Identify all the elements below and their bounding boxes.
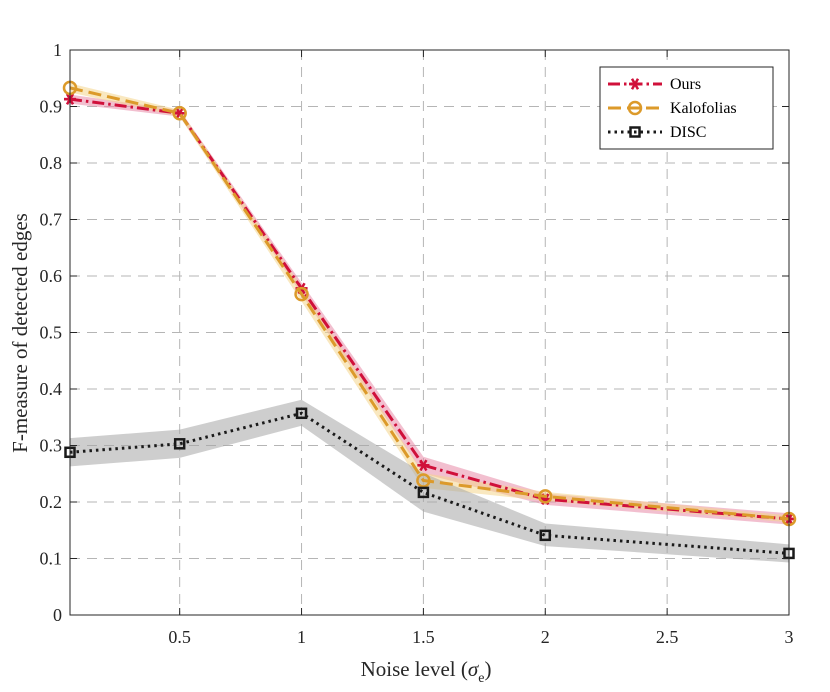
x-tick-label: 0.5 (168, 627, 191, 647)
x-tick-label: 2.5 (656, 627, 679, 647)
legend-marker-disc (629, 126, 641, 138)
y-tick-label: 0.2 (40, 492, 63, 512)
series-line-disc (69, 411, 790, 555)
y-tick-label: 0 (53, 605, 62, 625)
data-point-kalofolias (416, 473, 431, 488)
x-axis-label-text: Noise level ( (361, 657, 468, 681)
legend-item-kalofolias: Kalofolias (608, 100, 737, 117)
y-tick-label: 1 (53, 40, 62, 60)
x-axis-label: Noise level (σe) (361, 657, 492, 686)
data-point-kalofolias (172, 106, 187, 121)
data-point-disc (295, 407, 308, 420)
grid (70, 50, 790, 615)
series-line-ours (69, 97, 790, 521)
legend-item-ours: Ours (608, 76, 701, 93)
confidence-bands (70, 83, 789, 563)
data-point-disc (539, 529, 552, 542)
y-tick-label: 0.1 (40, 549, 63, 569)
data-point-disc (173, 438, 186, 450)
y-tick-label: 0.6 (40, 266, 63, 286)
y-tick-label: 0.5 (40, 323, 63, 343)
y-tick-label: 0.4 (40, 379, 63, 399)
legend-label-disc: DISC (670, 124, 706, 141)
legend-marker-ours (629, 78, 641, 90)
x-tick-label: 2 (541, 627, 550, 647)
data-point-kalofolias (538, 489, 553, 504)
legend-item-disc: DISC (608, 124, 706, 141)
x-axis-label-symbol: σ (468, 657, 480, 681)
y-tick-label: 0.7 (40, 210, 63, 230)
y-tick-label: 0.8 (40, 153, 63, 173)
x-tick-label: 3 (785, 627, 794, 647)
legend-label-ours: Ours (670, 76, 701, 93)
data-point-disc (417, 486, 430, 499)
y-tick-label: 0.9 (40, 97, 63, 117)
x-axis-label-subscript: e (478, 671, 484, 686)
y-axis-label: F-measure of detected edges (8, 213, 32, 453)
band-ours (70, 94, 789, 525)
x-axis-label-close: ) (484, 657, 491, 681)
data-point-ours (417, 459, 430, 472)
legend-marker-kalofolias (627, 100, 643, 116)
x-tick-label: 1.5 (412, 627, 435, 647)
y-tick-label: 0.3 (40, 436, 63, 456)
x-tick-label: 1 (297, 627, 306, 647)
series-line-kalofolias (69, 86, 790, 521)
data-point-kalofolias (294, 286, 309, 302)
legend-label-kalofolias: Kalofolias (670, 100, 737, 117)
ticks: 0.5 1 1.5 2 2.5 3 0 0.1 0.2 0.3 0.4 0.5 0.6 0.7 0.8 0.9… (40, 40, 794, 647)
legend: Ours Kalofolias DISC (599, 66, 774, 150)
